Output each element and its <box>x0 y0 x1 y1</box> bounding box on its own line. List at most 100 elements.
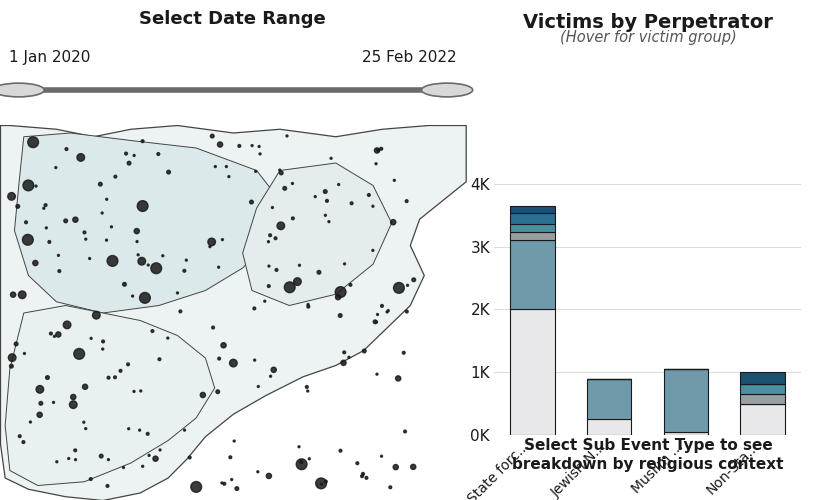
Point <box>141 261 154 269</box>
Point <box>345 199 358 207</box>
Point <box>20 218 33 226</box>
Point <box>333 312 346 320</box>
Point <box>358 347 371 355</box>
Point <box>384 484 397 492</box>
Point <box>248 304 261 312</box>
Point <box>275 169 288 177</box>
Point <box>391 374 404 382</box>
Point <box>134 387 147 395</box>
Point <box>216 236 229 244</box>
Point <box>293 262 306 270</box>
Point <box>33 386 47 394</box>
Point <box>96 345 109 353</box>
Point <box>368 318 382 326</box>
Point <box>319 212 332 220</box>
Point <box>102 456 115 464</box>
Point <box>29 259 42 267</box>
Point <box>162 168 175 176</box>
Point <box>372 146 385 154</box>
Point <box>270 266 283 274</box>
Point <box>79 235 92 243</box>
Point <box>252 382 265 390</box>
Point <box>178 426 191 434</box>
Point <box>291 278 304 285</box>
Point <box>102 374 115 382</box>
Point <box>258 297 271 305</box>
Point <box>51 458 64 466</box>
Point <box>11 202 25 210</box>
Point <box>249 168 262 175</box>
Point <box>376 302 389 310</box>
Point <box>196 391 209 399</box>
Point <box>142 452 155 460</box>
Point <box>371 310 384 318</box>
Point <box>369 160 382 168</box>
Point <box>6 354 19 362</box>
Point <box>49 164 62 172</box>
Point <box>69 216 82 224</box>
Point <box>362 191 375 199</box>
Point <box>356 470 369 478</box>
Bar <box>663 432 708 435</box>
Point <box>190 483 203 491</box>
Point <box>171 289 184 297</box>
Point <box>301 300 315 308</box>
Point <box>262 238 275 246</box>
Point <box>122 360 135 368</box>
Point <box>295 458 308 466</box>
Point <box>96 338 109 345</box>
Point <box>401 282 414 290</box>
Bar <box>740 394 784 404</box>
Point <box>334 446 347 454</box>
Bar <box>663 369 708 432</box>
Point <box>146 327 159 335</box>
Point <box>212 354 225 362</box>
Point <box>303 455 316 463</box>
Point <box>73 350 86 358</box>
Point <box>52 252 65 260</box>
Bar <box>587 420 632 435</box>
Point <box>62 454 75 462</box>
Point <box>228 437 241 445</box>
Point <box>10 340 23 348</box>
Point <box>389 463 402 471</box>
Point <box>301 302 315 310</box>
Point <box>85 334 98 342</box>
Point <box>152 150 165 158</box>
Point <box>78 418 91 426</box>
Point <box>266 204 279 212</box>
Point <box>337 348 350 356</box>
Point <box>126 292 139 300</box>
Point <box>119 150 132 158</box>
Point <box>203 242 217 250</box>
Point <box>21 236 34 244</box>
Text: Select Date Range: Select Date Range <box>140 10 326 28</box>
Text: Victims by Perpetrator: Victims by Perpetrator <box>523 12 773 32</box>
Point <box>106 257 119 265</box>
Point <box>38 204 51 212</box>
Point <box>246 142 259 150</box>
Point <box>397 349 410 357</box>
Bar <box>740 372 784 384</box>
Point <box>96 209 109 217</box>
Text: 25 Feb 2022: 25 Feb 2022 <box>362 50 457 65</box>
Point <box>136 137 150 145</box>
Point <box>174 308 187 316</box>
Point <box>407 276 420 284</box>
Point <box>95 452 108 460</box>
Point <box>375 144 388 152</box>
Point <box>399 428 412 436</box>
Point <box>180 256 193 264</box>
Point <box>127 152 141 160</box>
Point <box>78 383 92 391</box>
Point <box>136 202 150 210</box>
Text: 1 Jan 2020: 1 Jan 2020 <box>9 50 91 65</box>
Point <box>267 366 280 374</box>
Point <box>273 166 286 174</box>
Point <box>132 251 145 259</box>
Point <box>355 472 368 480</box>
Point <box>100 236 113 244</box>
Point <box>233 142 246 150</box>
Point <box>5 362 18 370</box>
Point <box>262 262 275 270</box>
